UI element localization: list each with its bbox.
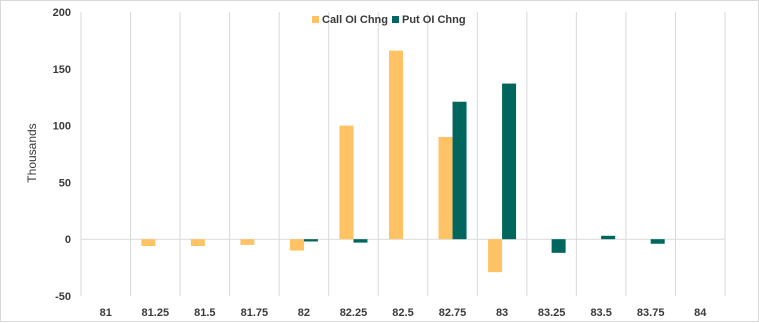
y-tick-label: 100 bbox=[53, 121, 71, 133]
legend: Call OI Chng Put OI Chng bbox=[312, 14, 466, 26]
x-tick-label: 81 bbox=[100, 307, 112, 319]
axis-layer: -50 0 50 100 150 200 81 81.25 81.5 81.75 82 82.25 82… bbox=[53, 7, 708, 319]
call-oi-bar bbox=[190, 239, 205, 247]
y-axis-title: Thousands bbox=[25, 123, 39, 182]
put-oi-bar bbox=[353, 239, 368, 243]
put-oi-bar bbox=[551, 239, 566, 253]
x-tick-label: 83 bbox=[496, 307, 508, 319]
x-tick-label: 82.75 bbox=[439, 307, 467, 319]
y-tick-label: 200 bbox=[53, 7, 71, 19]
put-oi-bar bbox=[502, 83, 517, 240]
put-oi-bar bbox=[452, 101, 467, 240]
put-oi-bar bbox=[650, 239, 665, 244]
call-oi-bar bbox=[438, 136, 453, 240]
x-tick-label: 81.75 bbox=[241, 307, 269, 319]
x-tick-label: 81.25 bbox=[142, 307, 170, 319]
call-oi-bar bbox=[141, 239, 156, 247]
x-tick-label: 81.5 bbox=[194, 307, 215, 319]
x-tick-label: 82.5 bbox=[392, 307, 413, 319]
y-tick-label: 0 bbox=[65, 234, 71, 246]
y-tick-label: -50 bbox=[55, 291, 71, 303]
legend-label-put: Put OI Chng bbox=[402, 14, 466, 26]
put-oi-bar bbox=[601, 235, 616, 240]
call-oi-bar bbox=[389, 50, 403, 240]
x-tick-label: 83.75 bbox=[637, 307, 665, 319]
y-tick-label: 50 bbox=[59, 177, 71, 189]
x-tick-label: 84 bbox=[694, 307, 707, 319]
call-oi-bar bbox=[289, 239, 304, 251]
x-tick-label: 82.25 bbox=[340, 307, 368, 319]
x-tick-label: 83.25 bbox=[538, 307, 566, 319]
grid-layer bbox=[80, 12, 726, 296]
call-oi-bar bbox=[240, 239, 255, 245]
y-tick-label: 150 bbox=[53, 64, 71, 76]
call-oi-bar bbox=[488, 239, 503, 273]
x-tick-label: 83.5 bbox=[590, 307, 611, 319]
call-oi-bar bbox=[339, 125, 354, 240]
x-tick-label: 82 bbox=[298, 307, 310, 319]
put-oi-bar bbox=[303, 239, 318, 242]
legend-swatch-call bbox=[312, 16, 319, 23]
bar-layer bbox=[141, 50, 665, 273]
legend-label-call: Call OI Chng bbox=[322, 14, 388, 26]
legend-swatch-put bbox=[392, 16, 399, 23]
